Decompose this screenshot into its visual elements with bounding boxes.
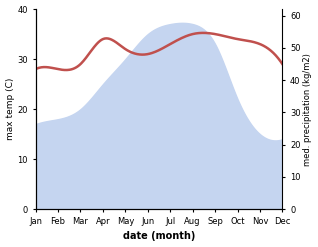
X-axis label: date (month): date (month) — [123, 231, 195, 242]
Y-axis label: med. precipitation (kg/m2): med. precipitation (kg/m2) — [303, 53, 313, 165]
Y-axis label: max temp (C): max temp (C) — [5, 78, 15, 140]
